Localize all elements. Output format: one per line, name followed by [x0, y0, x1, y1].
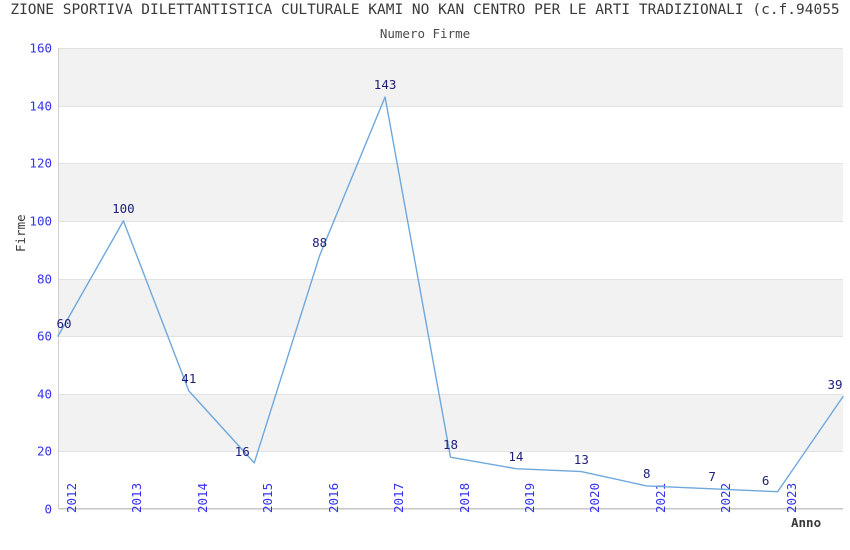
- background-band: [59, 163, 843, 221]
- gridline: [59, 336, 843, 338]
- gridline: [59, 509, 843, 510]
- gridline: [59, 48, 843, 49]
- y-tick-label: 20: [36, 443, 52, 459]
- y-tick-label: 0: [44, 501, 52, 517]
- y-tick-label: 120: [29, 155, 52, 171]
- data-value-label: 143: [373, 76, 397, 92]
- y-tick-label: 140: [29, 98, 52, 114]
- x-tick-label: 2016: [325, 482, 341, 513]
- x-tick-label: 2012: [64, 482, 79, 513]
- y-tick-label: 60: [36, 328, 52, 344]
- x-tick-label: 2017: [391, 482, 407, 513]
- gridline: [59, 163, 843, 165]
- data-value-label: 18: [442, 437, 459, 453]
- y-tick-label: 80: [36, 271, 52, 286]
- data-value-label: 100: [112, 200, 135, 216]
- data-value-label: 88: [312, 235, 328, 251]
- data-value-label: 6: [761, 472, 770, 488]
- data-value-label: 7: [708, 468, 716, 484]
- x-axis-title: Anno: [791, 515, 822, 530]
- chart-subtitle: Numero Firme: [379, 26, 471, 41]
- data-value-label: 14: [508, 448, 524, 464]
- gridline: [59, 278, 843, 280]
- y-tick-label: 40: [36, 386, 52, 402]
- x-tick-label: 2014: [194, 482, 210, 513]
- x-tick-label: 2013: [129, 482, 145, 513]
- data-value-label: 16: [234, 443, 250, 459]
- x-tick-label: 2019: [521, 482, 537, 513]
- x-tick-label: 2022: [718, 482, 734, 513]
- data-value-label: 41: [181, 370, 197, 386]
- data-value-label: 13: [573, 451, 589, 467]
- background-band: [59, 278, 843, 337]
- x-tick-label: 2015: [260, 482, 276, 513]
- x-tick-label: 2018: [456, 482, 472, 513]
- gridline: [59, 393, 843, 395]
- data-value-label: 60: [56, 316, 72, 332]
- chart-title: ZIONE SPORTIVA DILETTANTISTICA CULTURALE…: [10, 2, 840, 18]
- y-axis-tick-labels: 0 20 40 60 80 100 120 140 160: [0, 41, 52, 517]
- x-tick-label: 2021: [652, 482, 668, 513]
- data-value-label: 39: [827, 376, 843, 392]
- y-tick-label: 100: [29, 213, 52, 229]
- y-tick-label: 160: [29, 40, 52, 56]
- x-tick-label: 2020: [587, 482, 603, 513]
- x-axis-line: [58, 508, 843, 509]
- gridline: [59, 105, 843, 107]
- background-band: [59, 48, 843, 106]
- gridline: [59, 220, 843, 222]
- x-tick-label: 2023: [783, 482, 799, 513]
- data-value-label: 8: [642, 465, 651, 481]
